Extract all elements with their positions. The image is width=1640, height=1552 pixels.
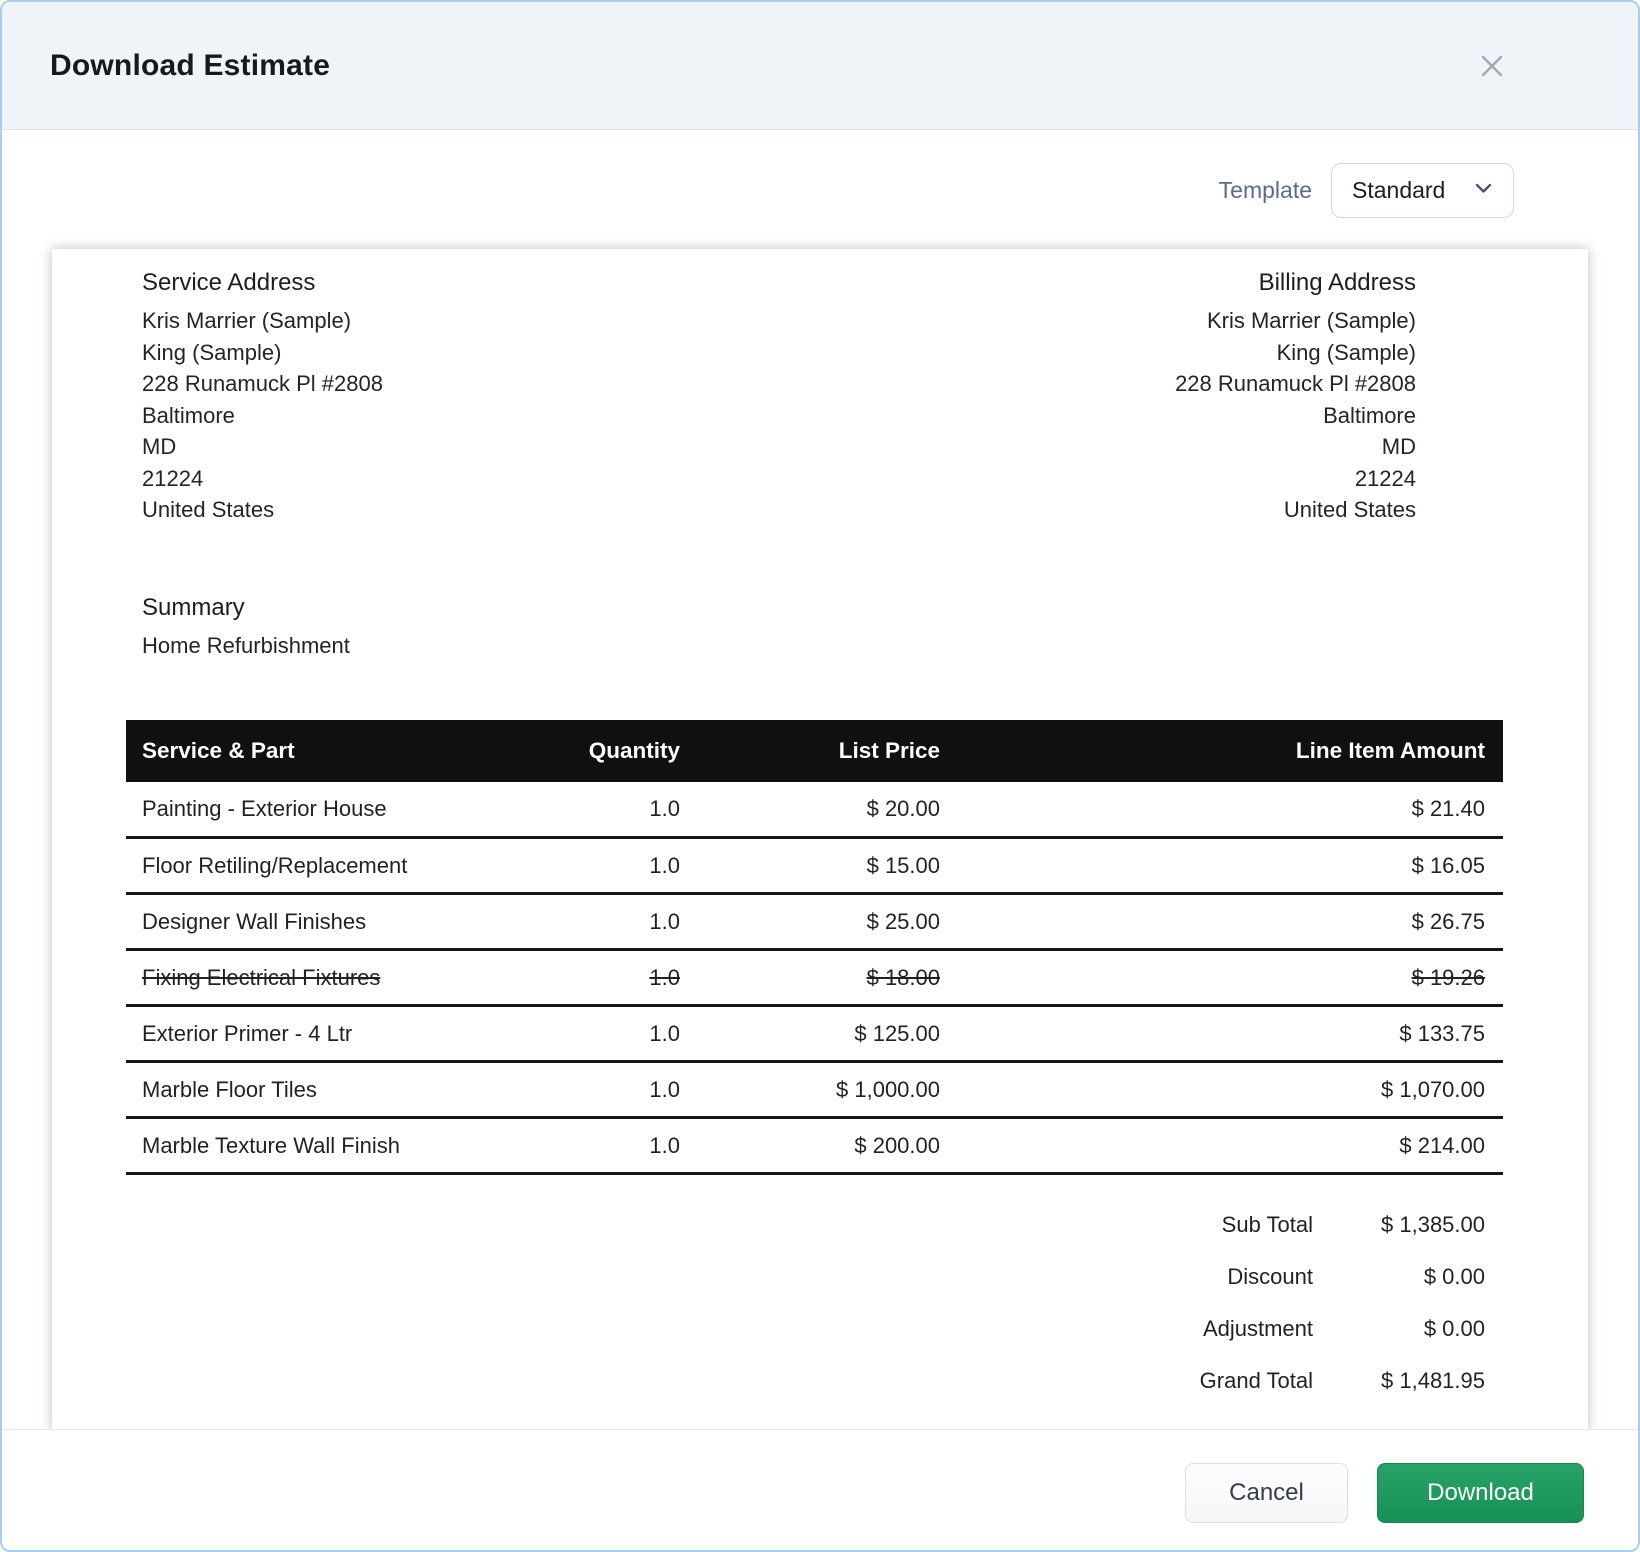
chevron-down-icon xyxy=(1474,181,1493,200)
billing-address-line: 228 Runamuck Pl #2808 xyxy=(1175,371,1416,396)
table-row: Floor Retiling/Replacement 1.0 $ 15.00 $… xyxy=(126,837,1503,895)
subtotal-label: Sub Total xyxy=(1221,1212,1313,1237)
service-address-line: Baltimore xyxy=(142,402,235,428)
service-address-line: MD xyxy=(142,434,177,459)
table-row: Marble Texture Wall Finish 1.0 $ 200.00 … xyxy=(126,1117,1503,1175)
line-items-table: Service & Part Quantity List Price Line … xyxy=(126,719,1503,1175)
template-select[interactable]: Standard xyxy=(1331,163,1514,218)
item-list-price: $ 15.00 xyxy=(680,837,940,895)
billing-address-line: Baltimore xyxy=(1323,402,1416,428)
discount-value: $ 0.00 xyxy=(1423,1264,1485,1289)
table-row: Designer Wall Finishes 1.0 $ 25.00 $ 26.… xyxy=(126,893,1503,951)
item-quantity: 1.0 xyxy=(546,1117,680,1175)
billing-address-line: 21224 xyxy=(1354,465,1416,491)
totals-section: Sub Total $ 1,385.00 Discount $ 0.00 Adj… xyxy=(126,1199,1503,1407)
item-amount: $ 16.05 xyxy=(940,837,1503,895)
estimate-document: Service Address Kris Marrier (Sample) Ki… xyxy=(52,249,1588,1429)
column-header-list-price: List Price xyxy=(680,719,940,782)
item-list-price: $ 18.00 xyxy=(680,949,940,1007)
page-title: Download Estimate xyxy=(50,48,331,82)
item-list-price: $ 20.00 xyxy=(680,781,940,839)
table-header-row: Service & Part Quantity List Price Line … xyxy=(126,719,1503,782)
template-row: Template Standard xyxy=(2,163,1638,218)
template-label: Template xyxy=(1218,177,1312,203)
item-list-price: $ 200.00 xyxy=(680,1117,940,1175)
modal-body: Template Standard Service Address Kris M… xyxy=(2,130,1638,1429)
item-quantity: 1.0 xyxy=(546,893,680,951)
column-header-quantity: Quantity xyxy=(546,719,680,782)
service-address-line: United States xyxy=(142,497,275,522)
close-icon xyxy=(1476,55,1508,85)
modal-footer: Cancel Download xyxy=(2,1429,1638,1550)
grand-total-row: Grand Total $ 1,481.95 xyxy=(126,1355,1503,1407)
table-row: Exterior Primer - 4 Ltr 1.0 $ 125.00 $ 1… xyxy=(126,1005,1503,1063)
item-list-price: $ 25.00 xyxy=(680,893,940,951)
discount-row: Discount $ 0.00 xyxy=(126,1251,1503,1303)
service-address-line: 228 Runamuck Pl #2808 xyxy=(142,371,383,396)
item-name: Marble Floor Tiles xyxy=(126,1061,546,1119)
item-quantity: 1.0 xyxy=(546,1005,680,1063)
template-selected-value: Standard xyxy=(1352,177,1446,203)
adjustment-label: Adjustment xyxy=(1202,1316,1313,1341)
item-list-price: $ 125.00 xyxy=(680,1005,940,1063)
item-quantity: 1.0 xyxy=(546,949,680,1007)
grand-total-label: Grand Total xyxy=(1199,1368,1313,1393)
billing-address-block: Billing Address Kris Marrier (Sample) Ki… xyxy=(1175,267,1416,526)
table-row-struck: Fixing Electrical Fixtures 1.0 $ 18.00 $… xyxy=(126,949,1503,1007)
summary-heading: Summary xyxy=(142,593,245,621)
summary-section: Summary Home Refurbishment xyxy=(142,592,1503,662)
service-address-line: Kris Marrier (Sample) xyxy=(142,308,352,333)
discount-label: Discount xyxy=(1227,1264,1313,1289)
billing-address-line: King (Sample) xyxy=(1276,339,1416,365)
item-name: Painting - Exterior House xyxy=(126,781,546,839)
column-header-service-part: Service & Part xyxy=(126,719,546,782)
service-address-heading: Service Address xyxy=(142,269,316,296)
download-button[interactable]: Download xyxy=(1377,1463,1584,1523)
service-address-line: 21224 xyxy=(142,465,204,491)
item-amount: $ 26.75 xyxy=(940,893,1503,951)
modal-header: Download Estimate xyxy=(2,2,1638,130)
grand-total-value: $ 1,481.95 xyxy=(1381,1368,1485,1393)
item-name: Marble Texture Wall Finish xyxy=(126,1117,546,1175)
item-name: Floor Retiling/Replacement xyxy=(126,837,546,895)
estimate-preview-pane[interactable]: Service Address Kris Marrier (Sample) Ki… xyxy=(2,249,1638,1429)
billing-address-line: United States xyxy=(1283,497,1416,522)
service-address-line: King (Sample) xyxy=(142,339,282,365)
item-list-price: $ 1,000.00 xyxy=(680,1061,940,1119)
address-section: Service Address Kris Marrier (Sample) Ki… xyxy=(126,267,1503,526)
close-button[interactable] xyxy=(1470,44,1514,88)
item-quantity: 1.0 xyxy=(546,837,680,895)
item-amount: $ 19.26 xyxy=(940,949,1503,1007)
service-address-block: Service Address Kris Marrier (Sample) Ki… xyxy=(142,267,383,526)
table-row: Marble Floor Tiles 1.0 $ 1,000.00 $ 1,07… xyxy=(126,1061,1503,1119)
item-quantity: 1.0 xyxy=(546,1061,680,1119)
adjustment-row: Adjustment $ 0.00 xyxy=(126,1303,1503,1355)
item-name: Exterior Primer - 4 Ltr xyxy=(126,1005,546,1063)
item-amount: $ 133.75 xyxy=(940,1005,1503,1063)
item-quantity: 1.0 xyxy=(546,781,680,839)
item-amount: $ 21.40 xyxy=(940,781,1503,839)
subtotal-value: $ 1,385.00 xyxy=(1381,1212,1485,1237)
summary-value: Home Refurbishment xyxy=(142,632,350,658)
item-amount: $ 1,070.00 xyxy=(940,1061,1503,1119)
billing-address-heading: Billing Address xyxy=(1258,269,1416,296)
column-header-line-item-amount: Line Item Amount xyxy=(940,719,1503,782)
table-row: Painting - Exterior House 1.0 $ 20.00 $ … xyxy=(126,781,1503,839)
adjustment-value: $ 0.00 xyxy=(1423,1316,1485,1341)
subtotal-row: Sub Total $ 1,385.00 xyxy=(126,1199,1503,1251)
item-name: Designer Wall Finishes xyxy=(126,893,546,951)
billing-address-line: Kris Marrier (Sample) xyxy=(1206,308,1416,333)
item-name: Fixing Electrical Fixtures xyxy=(126,949,546,1007)
item-amount: $ 214.00 xyxy=(940,1117,1503,1175)
billing-address-line: MD xyxy=(1381,434,1416,459)
cancel-button[interactable]: Cancel xyxy=(1185,1463,1348,1523)
